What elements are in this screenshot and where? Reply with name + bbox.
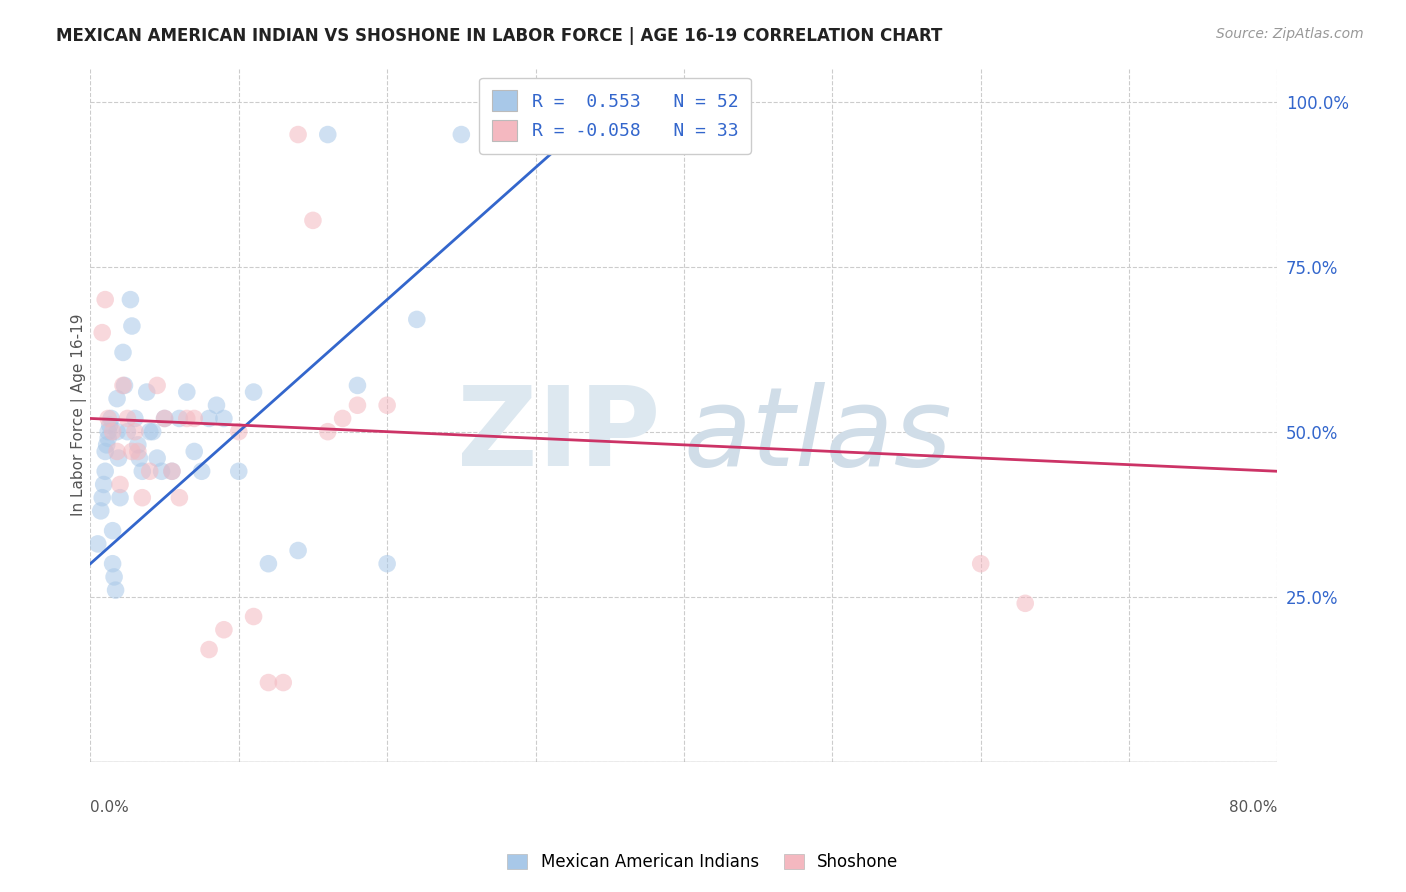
Point: [131, 491, 153, 505]
Point: [205, 398, 228, 412]
Point: [242, 609, 264, 624]
Legend: R =  0.553   N = 52, R = -0.058   N = 33: R = 0.553 N = 52, R = -0.058 N = 33: [479, 78, 751, 153]
Point: [111, 378, 134, 392]
Point: [114, 378, 136, 392]
Point: [117, 411, 139, 425]
Point: [103, 570, 125, 584]
Point: [287, 543, 309, 558]
Point: [228, 425, 250, 439]
Point: [107, 451, 129, 466]
Point: [183, 411, 205, 425]
Text: MEXICAN AMERICAN INDIAN VS SHOSHONE IN LABOR FORCE | AGE 16-19 CORRELATION CHART: MEXICAN AMERICAN INDIAN VS SHOSHONE IN L…: [56, 27, 942, 45]
Point: [142, 425, 165, 439]
Point: [1014, 596, 1036, 610]
Point: [228, 464, 250, 478]
Point: [146, 451, 169, 466]
Point: [101, 557, 124, 571]
Point: [346, 398, 368, 412]
Point: [98, 418, 121, 433]
Point: [405, 312, 427, 326]
Point: [93, 477, 115, 491]
Point: [96, 438, 118, 452]
Point: [538, 128, 561, 142]
Point: [183, 444, 205, 458]
Point: [105, 392, 128, 406]
Point: [101, 425, 124, 439]
Point: [108, 491, 131, 505]
Point: [100, 411, 122, 425]
Point: [242, 385, 264, 400]
Point: [90, 504, 112, 518]
Point: [91, 326, 114, 340]
Point: [127, 438, 149, 452]
Point: [94, 444, 117, 458]
Text: 0.0%: 0.0%: [90, 800, 129, 815]
Point: [450, 128, 472, 142]
Point: [94, 464, 117, 478]
Point: [176, 385, 198, 400]
Point: [120, 293, 142, 307]
Point: [138, 464, 160, 478]
Legend: Mexican American Indians, Shoshone: Mexican American Indians, Shoshone: [499, 845, 907, 880]
Point: [127, 444, 149, 458]
Point: [104, 583, 127, 598]
Point: [131, 464, 153, 478]
Point: [87, 537, 110, 551]
Point: [117, 425, 139, 439]
Point: [121, 318, 143, 333]
Text: 80.0%: 80.0%: [1229, 800, 1278, 815]
Point: [970, 557, 993, 571]
Y-axis label: In Labor Force | Age 16-19: In Labor Force | Age 16-19: [72, 314, 87, 516]
Point: [160, 464, 183, 478]
Point: [160, 464, 183, 478]
Point: [176, 411, 198, 425]
Point: [198, 642, 221, 657]
Point: [97, 431, 120, 445]
Point: [105, 425, 128, 439]
Text: atlas: atlas: [683, 383, 952, 490]
Point: [169, 491, 191, 505]
Point: [316, 128, 339, 142]
Point: [375, 398, 398, 412]
Point: [287, 128, 309, 142]
Point: [111, 345, 134, 359]
Text: ZIP: ZIP: [457, 383, 661, 490]
Point: [332, 411, 354, 425]
Point: [108, 477, 131, 491]
Point: [97, 425, 120, 439]
Text: Source: ZipAtlas.com: Source: ZipAtlas.com: [1216, 27, 1364, 41]
Point: [150, 464, 173, 478]
Point: [198, 411, 221, 425]
Point: [212, 411, 235, 425]
Point: [124, 425, 146, 439]
Point: [375, 557, 398, 571]
Point: [105, 444, 128, 458]
Point: [302, 213, 325, 227]
Point: [153, 411, 176, 425]
Point: [121, 444, 143, 458]
Point: [138, 425, 160, 439]
Point: [346, 378, 368, 392]
Point: [257, 557, 280, 571]
Point: [101, 524, 124, 538]
Point: [135, 385, 157, 400]
Point: [190, 464, 212, 478]
Point: [169, 411, 191, 425]
Point: [94, 293, 117, 307]
Point: [124, 411, 146, 425]
Point: [257, 675, 280, 690]
Point: [212, 623, 235, 637]
Point: [146, 378, 169, 392]
Point: [316, 425, 339, 439]
Point: [271, 675, 294, 690]
Point: [97, 411, 120, 425]
Point: [153, 411, 176, 425]
Point: [128, 451, 150, 466]
Point: [91, 491, 114, 505]
